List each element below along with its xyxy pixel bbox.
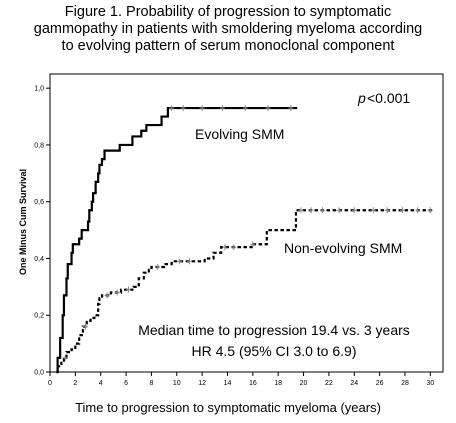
annotation-median: Median time to progression 19.4 vs. 3 ye… xyxy=(138,322,410,338)
series-layer xyxy=(56,105,433,374)
y-axis-title: One Minus Cum Survival xyxy=(18,169,28,275)
y-tick-label: 0,2 xyxy=(34,313,44,320)
x-tick-label: 6 xyxy=(124,380,128,387)
x-tick-label: 14 xyxy=(224,380,232,387)
series-evolving xyxy=(56,105,298,374)
p-value-rest: <0.001 xyxy=(367,90,410,106)
y-tick-label: 0,8 xyxy=(34,142,44,149)
y-tick-label: 1,0 xyxy=(34,86,44,93)
series-line-nonevolving xyxy=(56,209,433,374)
kaplan-meier-chart: 0,00,20,40,60,81,00 2 4 6 8 10 12 14 16 18 20 22 24 2… xyxy=(18,73,444,387)
figure-title-line-2: gammopathy in patients with smoldering m… xyxy=(33,21,423,37)
series-label-evolving: Evolving SMM xyxy=(195,126,284,142)
x-tick-label: 24 xyxy=(350,380,358,387)
figure-title: Figure 1. Probability of progression to … xyxy=(0,4,456,55)
x-tick-label: 10 xyxy=(173,380,181,387)
plot-frame xyxy=(49,73,444,373)
p-value-p: p xyxy=(357,90,366,106)
x-tick-label: 26 xyxy=(376,380,384,387)
annotation-hr: HR 4.5 (95% CI 3.0 to 6.9) xyxy=(192,343,357,359)
y-tick-label: 0,4 xyxy=(34,256,44,263)
series-line-evolving xyxy=(56,106,298,374)
x-tick-label: 20 xyxy=(300,380,308,387)
y-tick-label: 0,0 xyxy=(34,370,44,377)
x-tick-label: 30 xyxy=(426,380,434,387)
x-tick-label: 22 xyxy=(325,380,333,387)
axes: 0,00,20,40,60,81,00 2 4 6 8 10 12 14 16 18 20 22 24 2… xyxy=(34,73,444,387)
x-tick-label: 16 xyxy=(249,380,257,387)
x-tick-label: 18 xyxy=(274,380,282,387)
figure-title-line-3: to evolving pattern of serum monoclonal … xyxy=(61,38,395,54)
x-tick-label: 8 xyxy=(149,380,153,387)
x-tick-label: 2 xyxy=(73,380,77,387)
x-tick-label: 4 xyxy=(99,380,103,387)
series-label-nonevolving: Non-evolving SMM xyxy=(284,240,402,256)
x-tick-label: 28 xyxy=(401,380,409,387)
x-tick-label: 12 xyxy=(198,380,206,387)
y-tick-label: 0,6 xyxy=(34,199,44,206)
figure-title-line-1: Figure 1. Probability of progression to … xyxy=(64,4,392,20)
series-nonevolving xyxy=(56,207,433,374)
x-axis-title: Time to progression to symptomatic myelo… xyxy=(75,400,381,415)
x-tick-label: 0 xyxy=(48,380,52,387)
